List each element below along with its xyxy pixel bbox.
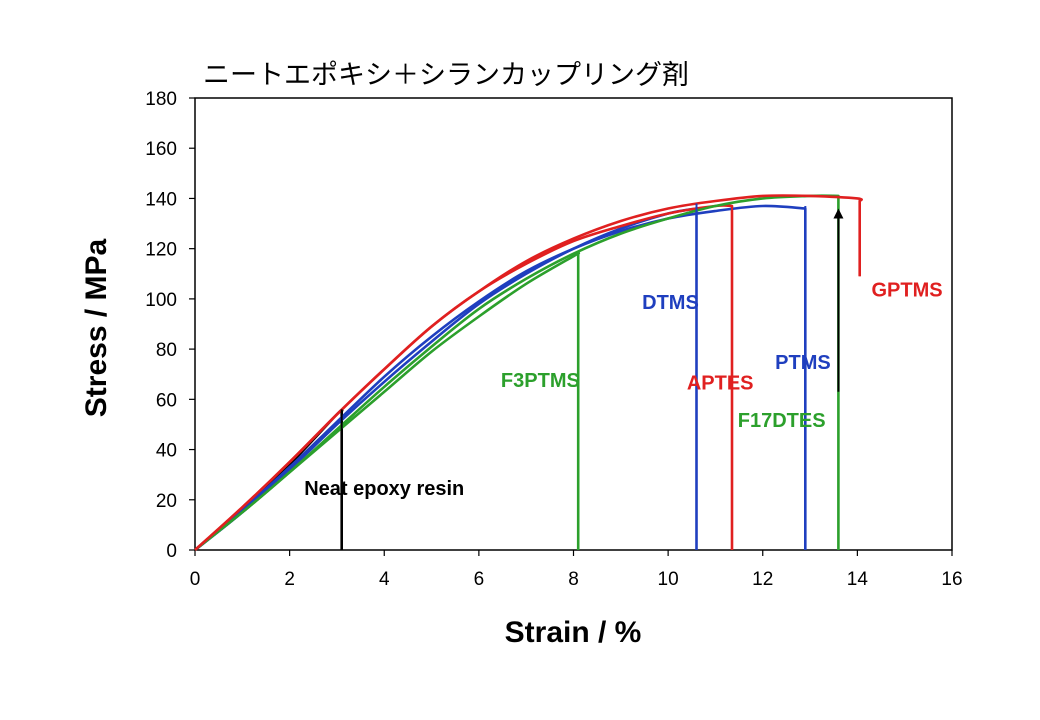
annotation-label-dtms: DTMS — [642, 292, 699, 314]
annotation-label-aptes: APTES — [687, 372, 754, 394]
annotation-label-f17dtes: F17DTES — [738, 410, 826, 432]
annotation-layer: Neat epoxy resin F3PTMS DTMS APTES PTMS F17DT… — [304, 200, 943, 500]
x-axis-title: Strain / % — [505, 616, 642, 649]
x-tick-label: 8 — [568, 569, 579, 590]
y-tick-label: 120 — [145, 240, 177, 261]
x-tick-label: 14 — [847, 569, 869, 590]
y-tick-label: 40 — [156, 441, 177, 462]
y-tick-label: 160 — [145, 139, 177, 160]
x-tick-label: 0 — [190, 569, 201, 590]
y-tick-label: 100 — [145, 290, 177, 311]
annotation-label-ptms: PTMS — [775, 352, 831, 374]
y-tick-label: 60 — [156, 390, 177, 411]
y-tick-label: 20 — [156, 491, 177, 512]
x-tick-label: 6 — [474, 569, 485, 590]
x-tick-label: 4 — [379, 569, 390, 590]
y-tick-label: 80 — [156, 340, 177, 361]
annotation-label-f3ptms: F3PTMS — [501, 370, 580, 392]
annotation-label-neat-epoxy-resin: Neat epoxy resin — [304, 478, 464, 500]
series-layer — [194, 194, 863, 552]
y-axis-title: Stress / MPa — [80, 238, 113, 417]
x-tick-label: 12 — [752, 569, 773, 590]
y-tick-label: 0 — [166, 541, 177, 562]
chart-title: ニートエポキシ＋シランカップリング剤 — [203, 60, 689, 91]
y-tick-label: 180 — [145, 89, 177, 110]
x-tick-label: 2 — [284, 569, 295, 590]
x-tick-label: 16 — [941, 569, 962, 590]
y-tick-label: 140 — [145, 189, 177, 210]
series-line-f17dtes — [194, 194, 840, 552]
series-line-dtms — [194, 207, 698, 552]
series-line-gptms — [194, 194, 863, 551]
series-line-ptms — [194, 204, 807, 551]
x-tick-label: 10 — [658, 569, 679, 590]
annotation-label-gptms: GPTMS — [871, 279, 942, 301]
